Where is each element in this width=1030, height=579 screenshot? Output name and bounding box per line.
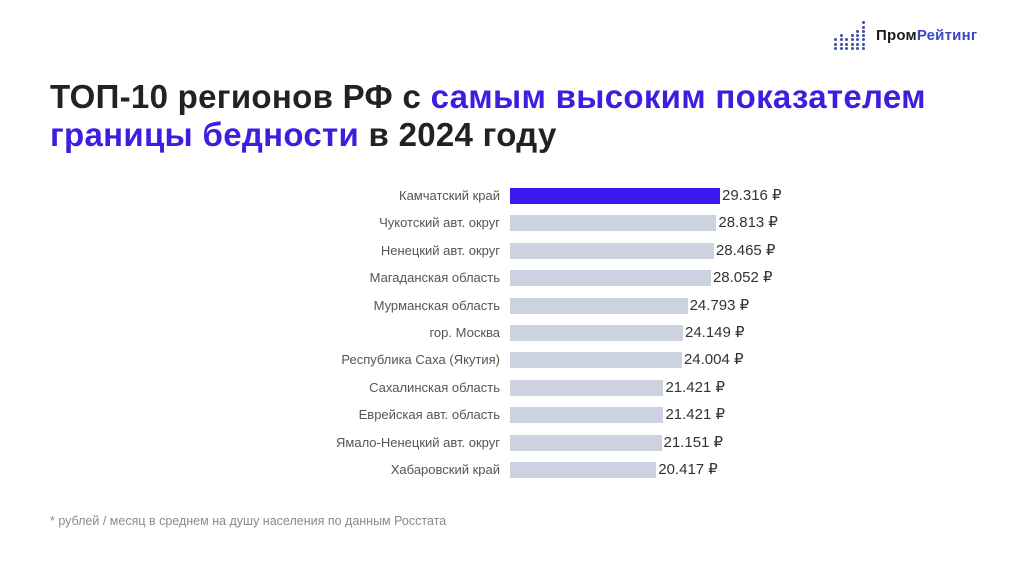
bar — [510, 325, 683, 341]
title-line-2: границы бедности в 2024 году — [50, 116, 926, 154]
value-label: 24.004 ₽ — [683, 351, 744, 369]
category-label: Ямало-Ненецкий авт. округ — [336, 434, 500, 450]
bar — [510, 297, 688, 314]
bar — [510, 242, 714, 259]
chart-row: Магаданская область 28.052 ₽ — [0, 269, 1030, 287]
chart-row: Республика Саха (Якутия) 24.004 ₽ — [0, 351, 1030, 369]
logo-text-part2: Рейтинг — [916, 26, 978, 44]
value-label: 28.465 ₽ — [715, 241, 776, 259]
value-label: 20.417 ₽ — [658, 461, 718, 478]
category-label: Хабаровский край — [390, 462, 500, 477]
category-label: Камчатский край — [399, 188, 500, 203]
chart-row: Мурманская область 24.793 ₽ — [0, 296, 1030, 314]
chart-row: Чукотский авт. округ 28.813 ₽ — [0, 214, 1030, 232]
dot-bars-icon — [834, 20, 866, 50]
bar — [510, 379, 664, 396]
chart-row: Ямало-Ненецкий авт. округ 21.151 ₽ — [0, 433, 1030, 451]
footnote: * рублей / месяц в среднем на душу насел… — [50, 514, 447, 528]
chart-row: Сахалинская область 21.421 ₽ — [0, 378, 1030, 396]
category-label: Еврейская авт. область — [358, 407, 500, 423]
category-label: гор. Москва — [429, 325, 500, 340]
value-label: 24.793 ₽ — [689, 296, 750, 314]
category-label: Магаданская область — [369, 270, 500, 286]
value-label: 28.813 ₽ — [718, 214, 778, 232]
category-label: Ненецкий авт. округ — [380, 242, 500, 258]
chart-row: Камчатский край 29.316 ₽ — [0, 188, 1030, 204]
logo: ПромРейтинг — [834, 20, 977, 50]
title-highlight-2: границы бедности — [50, 116, 360, 153]
logo-text: ПромРейтинг — [876, 27, 977, 44]
bar — [510, 352, 682, 369]
title-plain-1: ТОП-10 регионов РФ с — [50, 78, 431, 115]
value-label: 21.421 ₽ — [665, 406, 726, 424]
category-label: Чукотский авт. округ — [379, 215, 500, 231]
bar — [510, 188, 720, 204]
logo-text-part1: Пром — [876, 26, 917, 44]
title-line-1: ТОП-10 регионов РФ с самым высоким показ… — [50, 78, 926, 116]
value-label: 29.316 ₽ — [722, 187, 782, 204]
chart-row: гор. Москва 24.149 ₽ — [0, 325, 1030, 341]
bar — [510, 462, 657, 478]
value-label: 21.421 ₽ — [665, 378, 726, 396]
page-title: ТОП-10 регионов РФ с самым высоким показ… — [50, 78, 926, 154]
chart-row: Еврейская авт. область 21.421 ₽ — [0, 406, 1030, 424]
value-label: 28.052 ₽ — [712, 269, 773, 287]
bar — [510, 407, 664, 424]
bar — [510, 270, 711, 287]
category-label: Мурманская область — [373, 297, 500, 313]
chart-row: Ненецкий авт. округ 28.465 ₽ — [0, 241, 1030, 259]
category-label: Сахалинская область — [369, 379, 500, 395]
bar — [510, 215, 717, 232]
value-label: 24.149 ₽ — [684, 324, 745, 341]
title-highlight-1: самым высоким показателем — [430, 78, 926, 115]
bar — [510, 434, 662, 451]
chart-row: Хабаровский край 20.417 ₽ — [0, 462, 1030, 478]
title-plain-2: в 2024 году — [359, 116, 557, 153]
value-label: 21.151 ₽ — [663, 433, 724, 451]
category-label: Республика Саха (Якутия) — [341, 352, 500, 368]
